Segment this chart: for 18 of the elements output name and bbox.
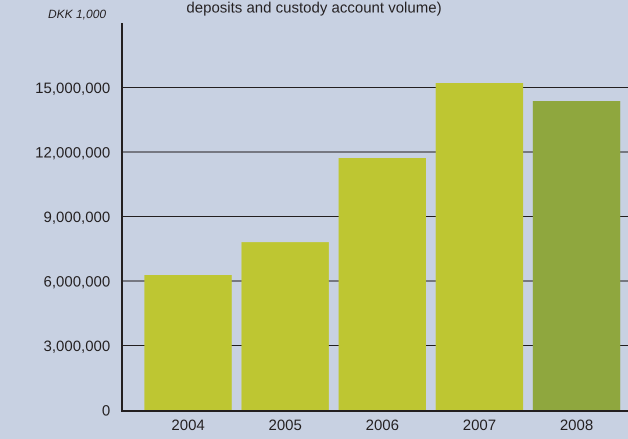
bar [436, 82, 524, 410]
y-tick-label: 15,000,000 [35, 80, 110, 97]
bar [241, 242, 329, 410]
y-tick-label: 12,000,000 [35, 144, 110, 162]
bar [144, 274, 232, 410]
x-tick-label: 2008 [560, 416, 594, 434]
y-tick-label: 9,000,000 [44, 208, 110, 226]
chart-title: deposits and custody account volume) [186, 0, 442, 17]
x-tick-label: 2005 [268, 416, 302, 434]
y-axis-title: DKK 1,000 [48, 7, 106, 21]
y-tick-label: 0 [102, 402, 110, 420]
x-tick-label: 2007 [462, 416, 496, 434]
bar [338, 158, 426, 410]
x-tick-label: 2006 [366, 416, 399, 434]
y-tick-label: 3,000,000 [44, 338, 110, 355]
x-tick-label: 2004 [171, 416, 205, 434]
bar [532, 101, 620, 410]
y-tick-label: 6,000,000 [44, 273, 110, 290]
